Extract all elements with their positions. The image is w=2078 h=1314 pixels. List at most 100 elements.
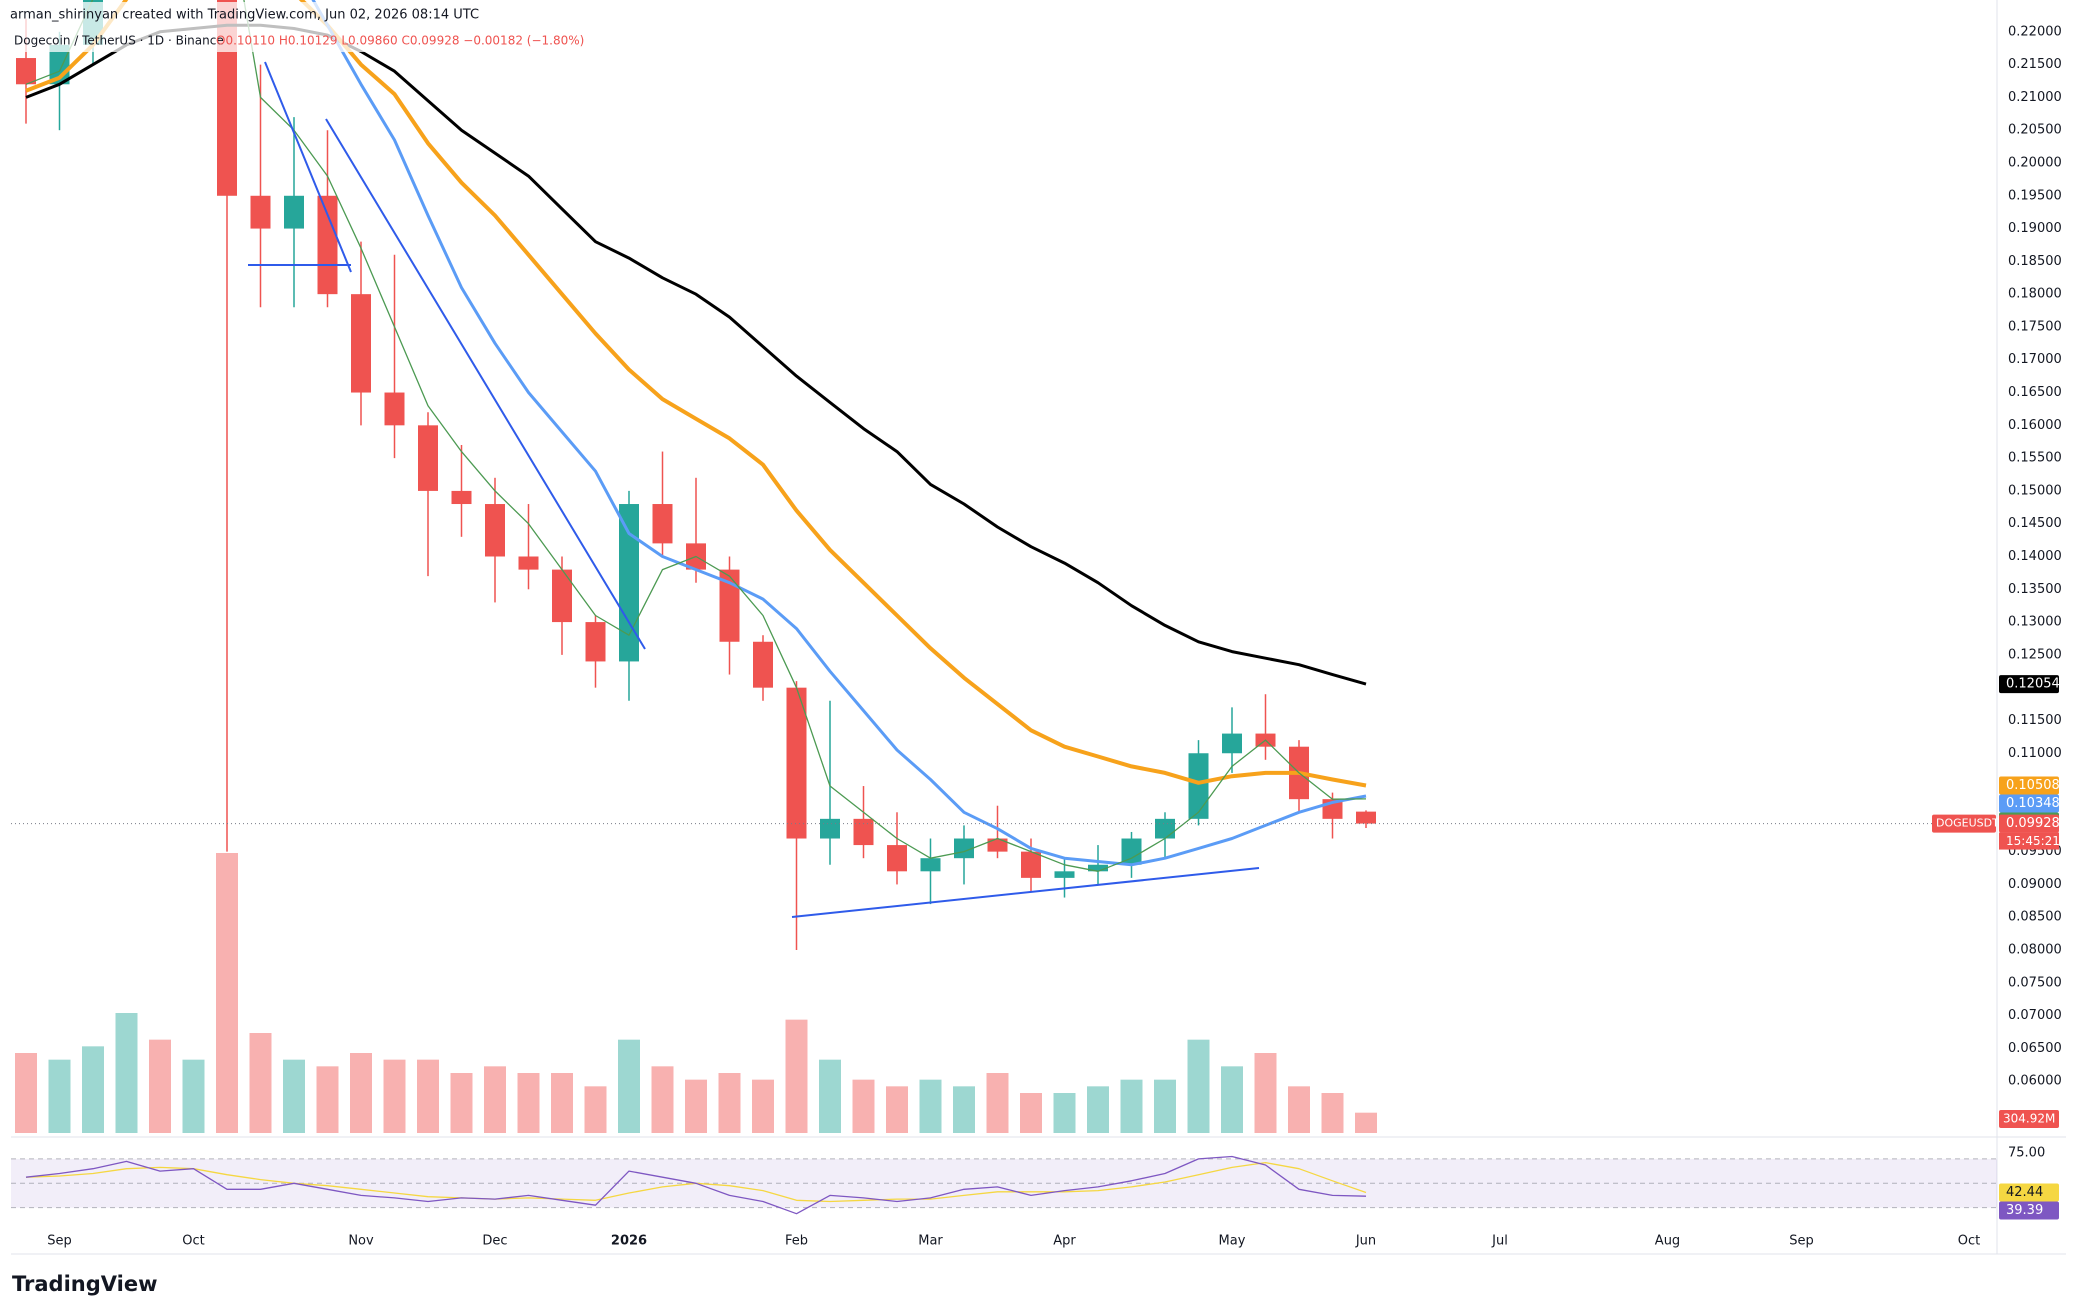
volume-bar bbox=[1154, 1079, 1176, 1133]
x-tick-label: Sep bbox=[47, 1234, 72, 1249]
y-tick-label: 0.07000 bbox=[2008, 1008, 2062, 1023]
legend-backdrop bbox=[6, 2, 566, 52]
candle-body bbox=[485, 504, 505, 557]
candle-body bbox=[753, 641, 773, 688]
y-tick-label: 0.19000 bbox=[2008, 221, 2062, 236]
brand: TradingView bbox=[12, 1272, 157, 1296]
volume-bar bbox=[752, 1079, 774, 1133]
x-tick-label: Aug bbox=[1655, 1234, 1680, 1249]
y-tick-label: 0.13500 bbox=[2008, 582, 2062, 597]
x-tick-label: Jun bbox=[1355, 1234, 1376, 1249]
x-tick-label: 2026 bbox=[611, 1234, 647, 1249]
candle-body bbox=[16, 58, 36, 85]
drawings bbox=[248, 61, 1260, 918]
x-tick-label: Feb bbox=[785, 1234, 808, 1249]
rsi-ma-label-bg bbox=[1999, 1183, 2059, 1202]
candle-body bbox=[1222, 733, 1242, 754]
y-tick-label: 0.15500 bbox=[2008, 451, 2062, 466]
candle-body bbox=[1054, 871, 1075, 878]
y-tick-label: 0.11000 bbox=[2008, 746, 2062, 761]
candle-body bbox=[1356, 811, 1376, 824]
volume-bar bbox=[852, 1079, 875, 1133]
candle-body bbox=[1088, 864, 1108, 872]
x-tick-label: Nov bbox=[348, 1234, 374, 1249]
y-tick-label: 0.13000 bbox=[2008, 615, 2062, 630]
volume-bar bbox=[1187, 1039, 1210, 1133]
y-tick-label: 0.06000 bbox=[2008, 1074, 2062, 1089]
rsi-value-label: 39.39 bbox=[2006, 1203, 2043, 1218]
candle-body bbox=[552, 569, 572, 623]
candle-body bbox=[853, 818, 874, 846]
y-tick-label: 0.20500 bbox=[2008, 123, 2062, 138]
y-tick-label: 0.15000 bbox=[2008, 483, 2062, 498]
x-tick-label: Oct bbox=[182, 1234, 204, 1249]
countdown-bg bbox=[1999, 832, 2059, 850]
volume-bar bbox=[651, 1066, 674, 1133]
y-tick-label: 0.14500 bbox=[2008, 516, 2062, 531]
volume-bar bbox=[1355, 1112, 1377, 1133]
y-tick-label: 0.21500 bbox=[2008, 57, 2062, 72]
x-tick-label: Dec bbox=[482, 1234, 507, 1249]
volume-bar bbox=[819, 1059, 841, 1133]
trend-line bbox=[325, 118, 646, 650]
symbol: Dogecoin / TetherUS · 1D · Binance bbox=[14, 34, 224, 48]
candle-body bbox=[786, 687, 807, 839]
countdown: 15:45:21 bbox=[2006, 834, 2060, 848]
candle-body bbox=[719, 569, 740, 642]
volume-bar bbox=[1221, 1066, 1243, 1133]
y-tick-label: 0.17000 bbox=[2008, 352, 2062, 367]
candle-body bbox=[1188, 753, 1209, 819]
volume-bar bbox=[1020, 1093, 1042, 1133]
candle-body bbox=[351, 294, 371, 393]
candle-body bbox=[1155, 818, 1175, 839]
ma-value-label: 0.10348 bbox=[2006, 796, 2060, 811]
volume-bar bbox=[15, 1053, 37, 1133]
moving-average bbox=[311, 0, 1367, 867]
candle-body bbox=[1021, 851, 1041, 878]
y-tick-label: 0.16000 bbox=[2008, 418, 2062, 433]
volume-bar bbox=[417, 1059, 439, 1133]
rsi-tick-label: 75.00 bbox=[2008, 1145, 2045, 1160]
volume-bar bbox=[953, 1086, 975, 1133]
candle-body bbox=[1121, 838, 1142, 865]
candle-body bbox=[317, 195, 338, 295]
header: arman_shirinyan created with TradingView… bbox=[10, 8, 479, 23]
candle-body bbox=[987, 838, 1008, 852]
candle-body bbox=[920, 858, 941, 872]
ohlc: O0.10110 H0.10129 L0.09860 C0.09928 −0.0… bbox=[216, 34, 584, 48]
y-tick-label: 0.21000 bbox=[2008, 90, 2062, 105]
ma-value-label-bg bbox=[1999, 794, 2059, 813]
x-tick-label: Apr bbox=[1053, 1234, 1076, 1249]
volume-bar bbox=[919, 1079, 942, 1133]
volume-bar bbox=[886, 1086, 908, 1133]
volume-bar bbox=[685, 1079, 707, 1133]
candle-body bbox=[619, 504, 639, 662]
y-tick-label: 0.14000 bbox=[2008, 549, 2062, 564]
candle-body bbox=[652, 504, 673, 544]
ma-value-label: 0.12054 bbox=[2006, 677, 2060, 692]
volume-bar bbox=[350, 1053, 372, 1133]
rsi-ma-label: 42.44 bbox=[2006, 1185, 2043, 1200]
candle-body bbox=[250, 195, 271, 229]
volume-bar bbox=[1254, 1053, 1277, 1133]
y-tick-label: 0.08500 bbox=[2008, 910, 2062, 925]
rsi-pane bbox=[11, 1155, 1997, 1215]
y-tick-label: 0.22000 bbox=[2008, 24, 2062, 39]
candle-body bbox=[384, 392, 405, 426]
candle-body bbox=[284, 195, 304, 229]
volume-bar bbox=[986, 1073, 1009, 1133]
y-tick-label: 0.17500 bbox=[2008, 319, 2062, 334]
volume-bar bbox=[283, 1059, 305, 1133]
y-tick-label: 0.18500 bbox=[2008, 254, 2062, 269]
volume-bar bbox=[718, 1073, 741, 1133]
y-tick-label: 0.20000 bbox=[2008, 155, 2062, 170]
candle-body bbox=[820, 818, 840, 839]
volume-bar bbox=[1288, 1086, 1310, 1133]
rsi-value-label-bg bbox=[1999, 1201, 2059, 1220]
symbol-tag-bg bbox=[1932, 814, 1996, 833]
candle-body bbox=[518, 556, 539, 570]
candle-body bbox=[954, 838, 974, 859]
volume-bar bbox=[48, 1059, 71, 1133]
ma-value-label-bg bbox=[1999, 675, 2059, 694]
